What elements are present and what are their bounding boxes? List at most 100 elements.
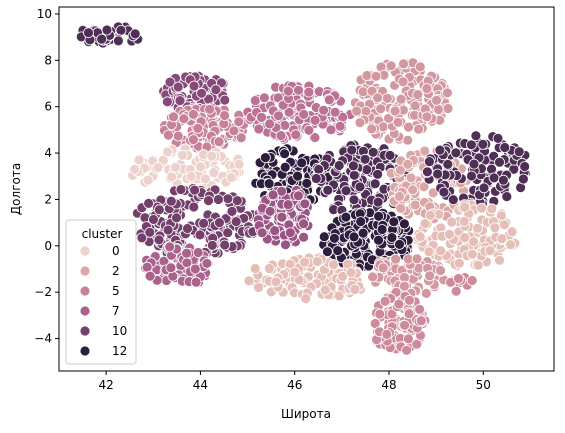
data-point bbox=[276, 211, 288, 223]
data-point bbox=[388, 216, 400, 228]
data-point bbox=[279, 161, 291, 173]
data-point bbox=[101, 24, 113, 36]
data-point bbox=[496, 233, 508, 245]
data-point bbox=[233, 116, 245, 128]
data-point bbox=[176, 149, 188, 161]
data-point bbox=[398, 280, 410, 292]
data-point bbox=[253, 123, 265, 135]
data-point bbox=[395, 93, 407, 105]
data-point bbox=[182, 223, 193, 234]
data-point bbox=[421, 83, 433, 94]
data-point bbox=[459, 232, 471, 244]
y-axis-ticks: −4 −2 0 2 4 6 8 10 bbox=[34, 7, 59, 346]
data-point bbox=[319, 284, 331, 296]
data-point bbox=[519, 161, 531, 172]
data-point bbox=[345, 267, 357, 278]
data-point bbox=[377, 262, 389, 274]
data-point bbox=[355, 216, 367, 228]
data-point bbox=[414, 231, 426, 243]
y-tick-label: 6 bbox=[44, 100, 52, 114]
legend-marker bbox=[79, 245, 91, 257]
data-point bbox=[389, 105, 401, 117]
data-point bbox=[435, 265, 446, 276]
data-point bbox=[230, 216, 242, 228]
data-point bbox=[166, 171, 178, 183]
data-point bbox=[394, 164, 406, 176]
data-point bbox=[204, 103, 216, 115]
data-point bbox=[366, 123, 378, 135]
data-point bbox=[411, 253, 423, 265]
data-point bbox=[161, 96, 173, 108]
data-point bbox=[219, 94, 231, 106]
data-point bbox=[263, 263, 275, 274]
data-point bbox=[172, 130, 184, 142]
data-point bbox=[402, 333, 414, 345]
data-point bbox=[181, 247, 193, 259]
data-point bbox=[423, 246, 435, 258]
y-tick-label: 0 bbox=[44, 239, 52, 253]
data-point bbox=[466, 170, 477, 182]
data-point bbox=[171, 212, 182, 224]
data-point bbox=[468, 236, 479, 248]
data-point bbox=[360, 106, 372, 117]
data-point bbox=[357, 86, 369, 98]
data-point bbox=[458, 215, 470, 227]
data-point bbox=[498, 219, 510, 231]
data-point bbox=[270, 276, 282, 288]
data-point bbox=[198, 217, 210, 229]
data-point bbox=[466, 275, 478, 286]
data-point bbox=[313, 164, 325, 175]
data-point bbox=[348, 194, 360, 206]
data-point bbox=[144, 270, 156, 282]
data-point bbox=[486, 203, 498, 215]
data-point bbox=[376, 224, 388, 235]
data-point bbox=[321, 246, 333, 258]
data-point bbox=[332, 245, 344, 257]
x-tick-label: 50 bbox=[476, 378, 491, 392]
data-point bbox=[213, 136, 225, 148]
data-point bbox=[258, 92, 270, 104]
data-point bbox=[399, 319, 411, 331]
data-point bbox=[488, 172, 500, 184]
data-point bbox=[383, 113, 395, 124]
y-tick-label: 8 bbox=[44, 53, 52, 67]
data-point bbox=[351, 105, 363, 117]
data-point bbox=[384, 149, 396, 161]
data-point bbox=[219, 110, 231, 121]
data-point bbox=[298, 231, 310, 243]
data-point bbox=[359, 153, 371, 165]
data-point bbox=[494, 254, 505, 266]
data-point bbox=[190, 276, 202, 288]
data-point bbox=[170, 161, 181, 173]
x-tick-label: 46 bbox=[287, 378, 302, 392]
legend-label: 12 bbox=[112, 344, 127, 358]
data-point bbox=[347, 160, 359, 172]
legend-box bbox=[65, 219, 137, 365]
data-point bbox=[175, 184, 187, 195]
data-point bbox=[187, 109, 199, 120]
data-point bbox=[189, 263, 201, 275]
data-point bbox=[453, 257, 465, 269]
data-point bbox=[372, 92, 384, 104]
data-point bbox=[405, 172, 417, 184]
data-point bbox=[478, 182, 490, 194]
data-point bbox=[164, 241, 176, 253]
data-point bbox=[381, 93, 393, 104]
data-point bbox=[367, 146, 379, 158]
data-point bbox=[235, 132, 247, 144]
data-point bbox=[484, 245, 496, 257]
data-point bbox=[303, 124, 315, 136]
legend-marker bbox=[79, 325, 91, 337]
data-point bbox=[96, 33, 108, 45]
y-tick-label: −2 bbox=[34, 285, 52, 299]
data-point bbox=[187, 134, 199, 146]
data-point bbox=[394, 238, 405, 250]
data-point bbox=[188, 80, 200, 92]
data-point bbox=[267, 189, 279, 201]
data-point bbox=[369, 318, 381, 329]
data-point bbox=[300, 293, 312, 305]
data-point bbox=[348, 231, 360, 243]
data-point bbox=[420, 287, 432, 299]
data-point bbox=[203, 195, 214, 207]
legend-marker bbox=[79, 285, 91, 297]
